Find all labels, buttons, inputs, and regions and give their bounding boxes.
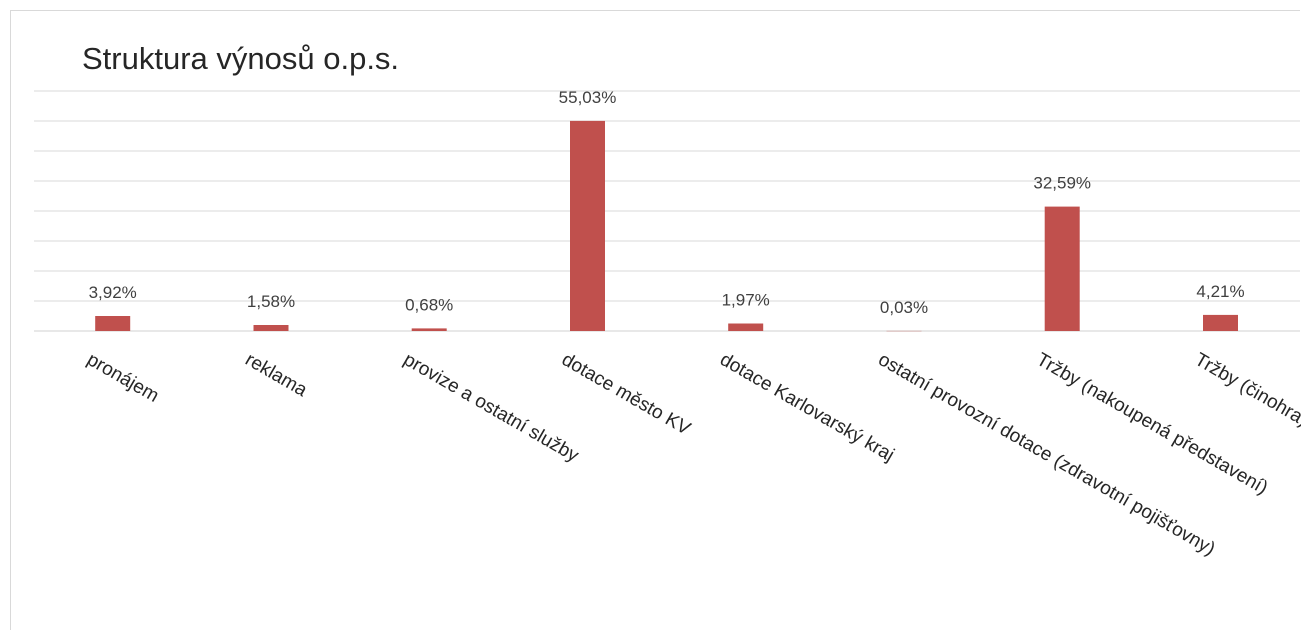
bar <box>1203 315 1238 331</box>
gridlines <box>34 91 1300 331</box>
bar <box>728 324 763 332</box>
bar <box>570 121 605 331</box>
category-label: dotace město KV <box>558 349 694 440</box>
category-label: dotace Karlovarský kraj <box>716 349 898 466</box>
data-label: 4,21% <box>1196 282 1244 301</box>
bar <box>95 316 130 331</box>
bar <box>1045 207 1080 331</box>
data-label: 0,68% <box>405 295 453 314</box>
category-label: ostatní provozní dotace (zdravotní pojiš… <box>875 349 1219 560</box>
data-label: 0,03% <box>880 298 928 317</box>
data-label: 32,59% <box>1033 174 1091 193</box>
bar <box>412 328 447 331</box>
chart-title: Struktura výnosů o.p.s. <box>82 41 399 76</box>
data-label: 1,58% <box>247 292 295 311</box>
data-label: 3,92% <box>89 283 137 302</box>
category-label: Tržby (činohra) <box>1191 349 1301 431</box>
data-label: 1,97% <box>722 291 770 310</box>
category-label: provize a ostatní služby <box>400 349 583 467</box>
bar <box>254 325 289 331</box>
category-label: reklama <box>242 349 311 401</box>
category-label: pronájem <box>83 349 162 407</box>
data-label: 55,03% <box>559 88 617 107</box>
